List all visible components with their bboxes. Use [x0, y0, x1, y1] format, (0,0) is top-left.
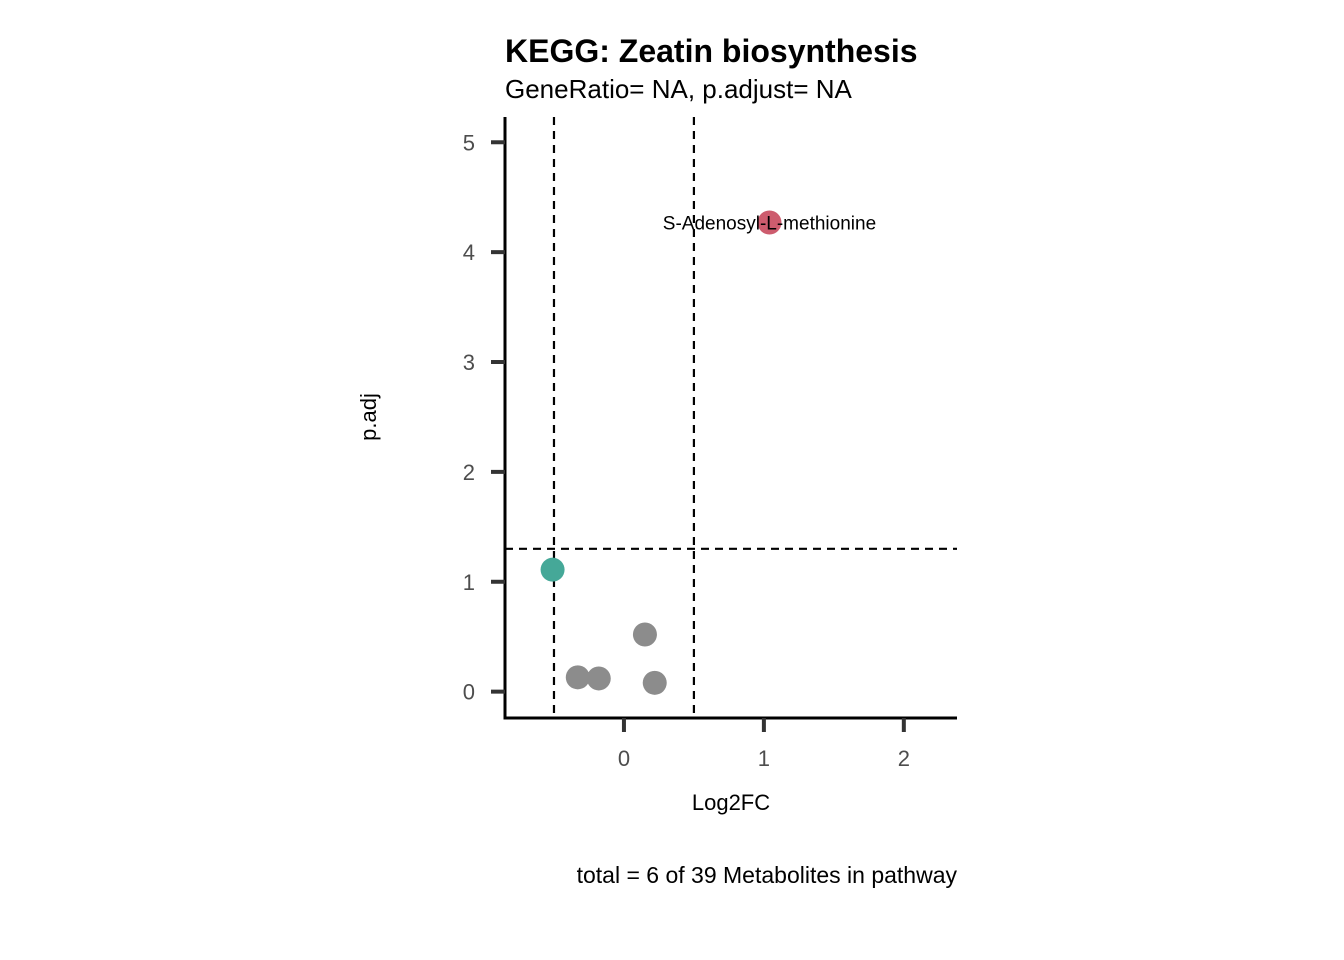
x-tick-label-2: 2: [898, 746, 910, 771]
axes: 0 1 2 0 1 2 3 4 5: [463, 117, 957, 771]
y-tick-label-3: 3: [463, 350, 475, 375]
data-point-3: [565, 665, 590, 690]
data-point-5: [642, 670, 667, 695]
chart-subtitle: GeneRatio= NA, p.adjust= NA: [505, 74, 853, 104]
y-tick-label-0: 0: [463, 680, 475, 705]
data-points: [540, 210, 782, 695]
chart-title: KEGG: Zeatin biosynthesis: [505, 33, 918, 69]
data-point-1: [540, 557, 565, 582]
data-point-2: [632, 622, 657, 647]
x-axis-title: Log2FC: [692, 790, 770, 815]
chart-caption: total = 6 of 39 Metabolites in pathway: [577, 862, 958, 888]
y-tick-label-5: 5: [463, 130, 475, 155]
point-labels: S-Adenosyl-L-methionine: [663, 213, 876, 234]
y-axis-title: p.adj: [356, 393, 381, 441]
x-tick-label-0: 0: [618, 746, 630, 771]
x-tick-label-1: 1: [758, 746, 770, 771]
data-point-0: [757, 210, 782, 235]
threshold-lines: [505, 117, 957, 718]
y-tick-label-2: 2: [463, 460, 475, 485]
data-point-4: [586, 666, 611, 691]
y-tick-label-1: 1: [463, 570, 475, 595]
y-tick-label-4: 4: [463, 240, 475, 265]
point-label-0: S-Adenosyl-L-methionine: [663, 213, 876, 234]
